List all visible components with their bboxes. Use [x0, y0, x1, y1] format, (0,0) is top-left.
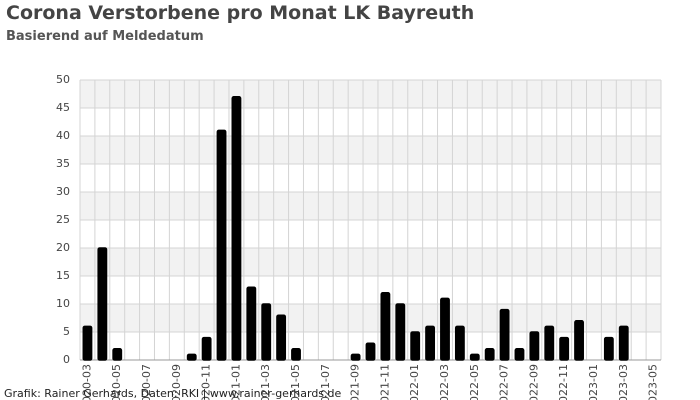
- x-tick-label: 2022-07: [498, 364, 511, 400]
- y-tick-label: 0: [63, 353, 70, 366]
- x-tick-label: 2021-05: [289, 364, 302, 400]
- bar: [440, 297, 450, 361]
- bar: [365, 342, 376, 361]
- x-tick-label: 2023-05: [647, 364, 660, 400]
- y-tick-label: 15: [56, 269, 70, 282]
- grid-band: [80, 80, 661, 108]
- bar: [544, 325, 555, 361]
- bar: [603, 336, 614, 361]
- y-tick-label: 40: [56, 129, 70, 142]
- bar: [276, 314, 287, 361]
- y-tick-label: 30: [56, 185, 70, 198]
- bar: [514, 348, 525, 361]
- grid-band: [80, 304, 661, 332]
- bar: [410, 331, 421, 361]
- x-tick-label: 2021-03: [259, 364, 272, 400]
- bar: [350, 353, 361, 361]
- x-tick-label: 2020-11: [200, 364, 213, 400]
- x-tick-label: 2020-05: [110, 364, 123, 400]
- x-tick-label: 2023-01: [587, 364, 600, 400]
- x-tick-label: 2020-03: [80, 364, 93, 400]
- bar: [82, 325, 93, 361]
- bar: [291, 348, 301, 361]
- grid-band: [80, 192, 661, 220]
- bar: [261, 303, 272, 361]
- chart-title: Corona Verstorbene pro Monat LK Bayreuth: [6, 2, 474, 24]
- bar: [231, 96, 242, 361]
- x-tick-label: 2020-07: [140, 364, 153, 400]
- bar: [246, 286, 257, 361]
- bar: [97, 247, 108, 361]
- bar: [469, 353, 480, 361]
- x-tick-label: 2022-09: [527, 364, 540, 400]
- x-tick-label: 2022-03: [438, 364, 451, 400]
- x-tick-label: 2021-11: [378, 364, 391, 400]
- bar: [395, 303, 406, 361]
- bar: [559, 336, 570, 361]
- bar: [425, 325, 436, 361]
- grid-band: [80, 136, 661, 164]
- bar: [529, 331, 540, 361]
- x-tick-label: 2022-01: [408, 364, 421, 400]
- bar: [112, 348, 123, 361]
- bar: [201, 336, 212, 361]
- bar: [454, 325, 465, 361]
- x-tick-label: 2021-07: [319, 364, 332, 400]
- bar: [484, 348, 495, 361]
- y-tick-label: 50: [56, 73, 70, 86]
- y-tick-label: 5: [63, 325, 70, 338]
- grid-band: [80, 248, 661, 276]
- bar: [499, 308, 510, 361]
- x-tick-label: 2022-11: [557, 364, 570, 400]
- y-tick-label: 45: [56, 101, 70, 114]
- x-tick-label: 2022-05: [468, 364, 481, 400]
- bar: [618, 325, 629, 361]
- x-tick-label: 2021-01: [229, 364, 242, 400]
- source-note: Grafik: Rainer Gerhards, Daten: RKI | ww…: [4, 387, 342, 400]
- y-tick-label: 20: [56, 241, 70, 254]
- y-tick-label: 35: [56, 157, 70, 170]
- bar: [216, 129, 227, 361]
- x-tick-label: 2020-09: [170, 364, 183, 400]
- bar: [380, 292, 391, 361]
- plot-area: 0 5 10 15 20 25 30 35 40 45 50 2020-03 2020-05 2020-0…: [56, 73, 662, 400]
- x-tick-label: 2021-09: [349, 364, 362, 400]
- y-tick-label: 10: [56, 297, 70, 310]
- chart-subtitle: Basierend auf Meldedatum: [6, 29, 204, 44]
- y-tick-label: 25: [56, 213, 70, 226]
- bar: [574, 320, 584, 361]
- x-tick-label: 2023-03: [617, 364, 630, 400]
- bar: [186, 353, 197, 361]
